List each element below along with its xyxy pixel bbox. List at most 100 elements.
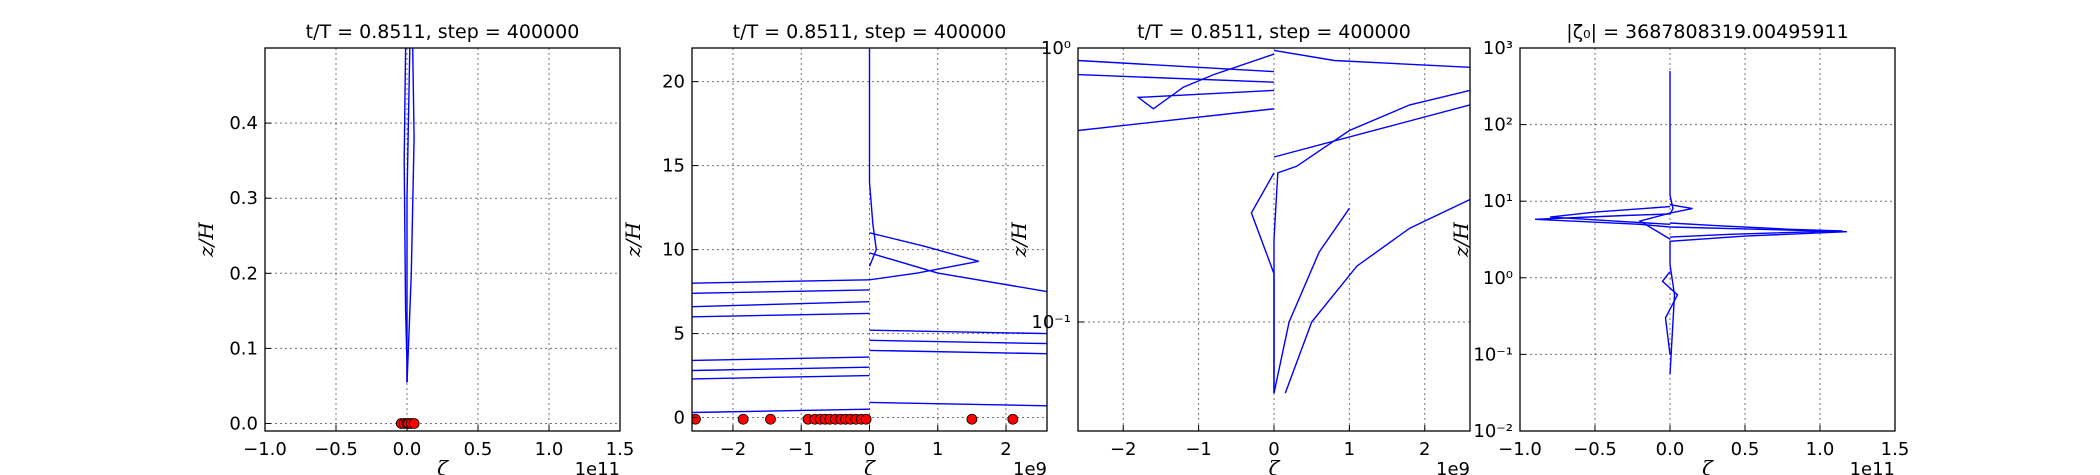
series-line: [1284, 198, 1470, 394]
y-tick-label: 0.4: [229, 113, 258, 134]
series-line: [1534, 71, 1848, 375]
chart-title: t/T = 0.8511, step = 400000: [306, 21, 580, 43]
y-axis-label: z/H: [621, 222, 645, 258]
x-tick-label: 1: [932, 439, 943, 460]
series-line: [1078, 59, 1275, 73]
series-line: [692, 289, 870, 294]
data-marker: [765, 413, 776, 425]
x-tick-label: −0.5: [1573, 439, 1617, 460]
data-layer: [1078, 49, 1470, 394]
y-tick-label: 10⁻¹: [1031, 312, 1071, 333]
x-axis-label: ζ: [437, 456, 449, 475]
x-tick-label: 0.0: [393, 439, 422, 460]
data-marker: [692, 413, 701, 425]
x-tick-label: 0.0: [1656, 439, 1685, 460]
y-tick-label: 0: [674, 408, 685, 429]
series-line: [1078, 73, 1275, 83]
series-line: [869, 349, 1047, 355]
y-axis-label: z/H: [194, 222, 218, 258]
panel-1: −1.0 −0.5 0.0 0.5 1.0 1.5 0.0 0.1 0.2 0.3 0.4 t/T =…: [194, 21, 634, 475]
x-tick-label: 2: [1000, 439, 1011, 460]
y-tick-label: 20: [662, 72, 685, 93]
data-marker: [408, 418, 420, 429]
chart-title: t/T = 0.8511, step = 400000: [733, 21, 1007, 43]
series-line: [1669, 222, 1843, 238]
y-axis-label: z/H: [1007, 222, 1031, 258]
series-line: [869, 232, 979, 281]
y-tick-label: 10²: [1483, 115, 1513, 136]
series-line: [1078, 108, 1275, 132]
x-tick-label: −2: [720, 439, 747, 460]
series-line: [869, 329, 1047, 335]
series-line: [406, 48, 415, 383]
series-line: [1273, 89, 1470, 394]
series-line: [869, 339, 1047, 345]
data-layer: [395, 48, 420, 429]
series-line: [1250, 172, 1275, 394]
series-line: [692, 374, 870, 380]
x-tick-label: 1.5: [606, 439, 635, 460]
series-line: [869, 252, 1047, 293]
x-tick-label: 1.0: [1806, 439, 1835, 460]
x-tick-label: 0: [864, 439, 875, 460]
series-line: [692, 279, 870, 284]
x-axis-multiplier: 1e9: [1013, 459, 1047, 475]
y-tick-label: 0.0: [229, 413, 258, 434]
x-tick-label: −1: [1185, 439, 1212, 460]
x-tick-label: 1.0: [535, 439, 564, 460]
x-tick-label: 1: [1344, 439, 1355, 460]
x-tick-label: 0.5: [464, 439, 493, 460]
y-tick-label: 10³: [1483, 38, 1513, 59]
data-marker: [737, 413, 749, 425]
series-line: [1638, 204, 1693, 240]
chart-title: t/T = 0.8511, step = 400000: [1137, 21, 1411, 43]
x-axis-label: ζ: [1269, 456, 1281, 475]
series-line: [692, 312, 870, 318]
x-tick-label: 0.5: [1731, 439, 1760, 460]
y-tick-label: 0.3: [229, 188, 258, 209]
x-axis-multiplier: 1e11: [1850, 459, 1895, 475]
series-line: [1273, 207, 1350, 394]
y-tick-label: 15: [662, 156, 685, 177]
x-tick-label: 1.5: [1881, 439, 1910, 460]
x-axis-label: ζ: [864, 456, 876, 475]
x-tick-label: −1.0: [243, 439, 287, 460]
chart-title: |ζ₀| = 3687808319.00495911: [1566, 21, 1848, 43]
series-line: [692, 356, 870, 362]
x-tick-label: −1: [788, 439, 815, 460]
y-tick-label: 0.1: [229, 338, 258, 359]
x-tick-label: −1.0: [1498, 439, 1542, 460]
plot-frame: [264, 47, 621, 432]
series-line: [1273, 104, 1470, 158]
plot-frame: [1519, 47, 1896, 432]
x-tick-label: 0: [1268, 439, 1279, 460]
series-line: [1136, 53, 1275, 110]
data-layer: [692, 48, 1047, 425]
y-tick-label: 10⁰: [1041, 38, 1071, 59]
series-line: [406, 48, 411, 383]
x-tick-label: −0.5: [314, 439, 358, 460]
y-tick-label: 5: [674, 324, 685, 345]
series-line: [869, 401, 1047, 407]
y-tick-label: 10¹: [1483, 191, 1513, 212]
series-line: [1273, 49, 1470, 68]
x-axis-multiplier: 1e9: [1436, 459, 1470, 475]
series-line: [692, 366, 870, 372]
series-line: [1549, 205, 1671, 225]
panel-3: −2 −1 0 1 2 10⁻¹ 10⁰ t/T = 0.8511, step = 40000…: [1007, 21, 1471, 475]
x-tick-label: −2: [1110, 439, 1137, 460]
series-line: [868, 48, 878, 267]
y-tick-label: 0.2: [229, 263, 258, 284]
series-line: [692, 408, 870, 414]
y-tick-label: 10⁻¹: [1473, 344, 1513, 365]
y-tick-label: 10⁻²: [1473, 421, 1513, 442]
series-line: [1661, 271, 1679, 355]
data-layer: [1534, 71, 1848, 375]
data-marker: [1007, 413, 1019, 425]
x-axis-label: ζ: [1702, 456, 1714, 475]
data-marker: [966, 413, 978, 425]
x-tick-label: 2: [1419, 439, 1430, 460]
y-axis-label: z/H: [1449, 222, 1473, 258]
